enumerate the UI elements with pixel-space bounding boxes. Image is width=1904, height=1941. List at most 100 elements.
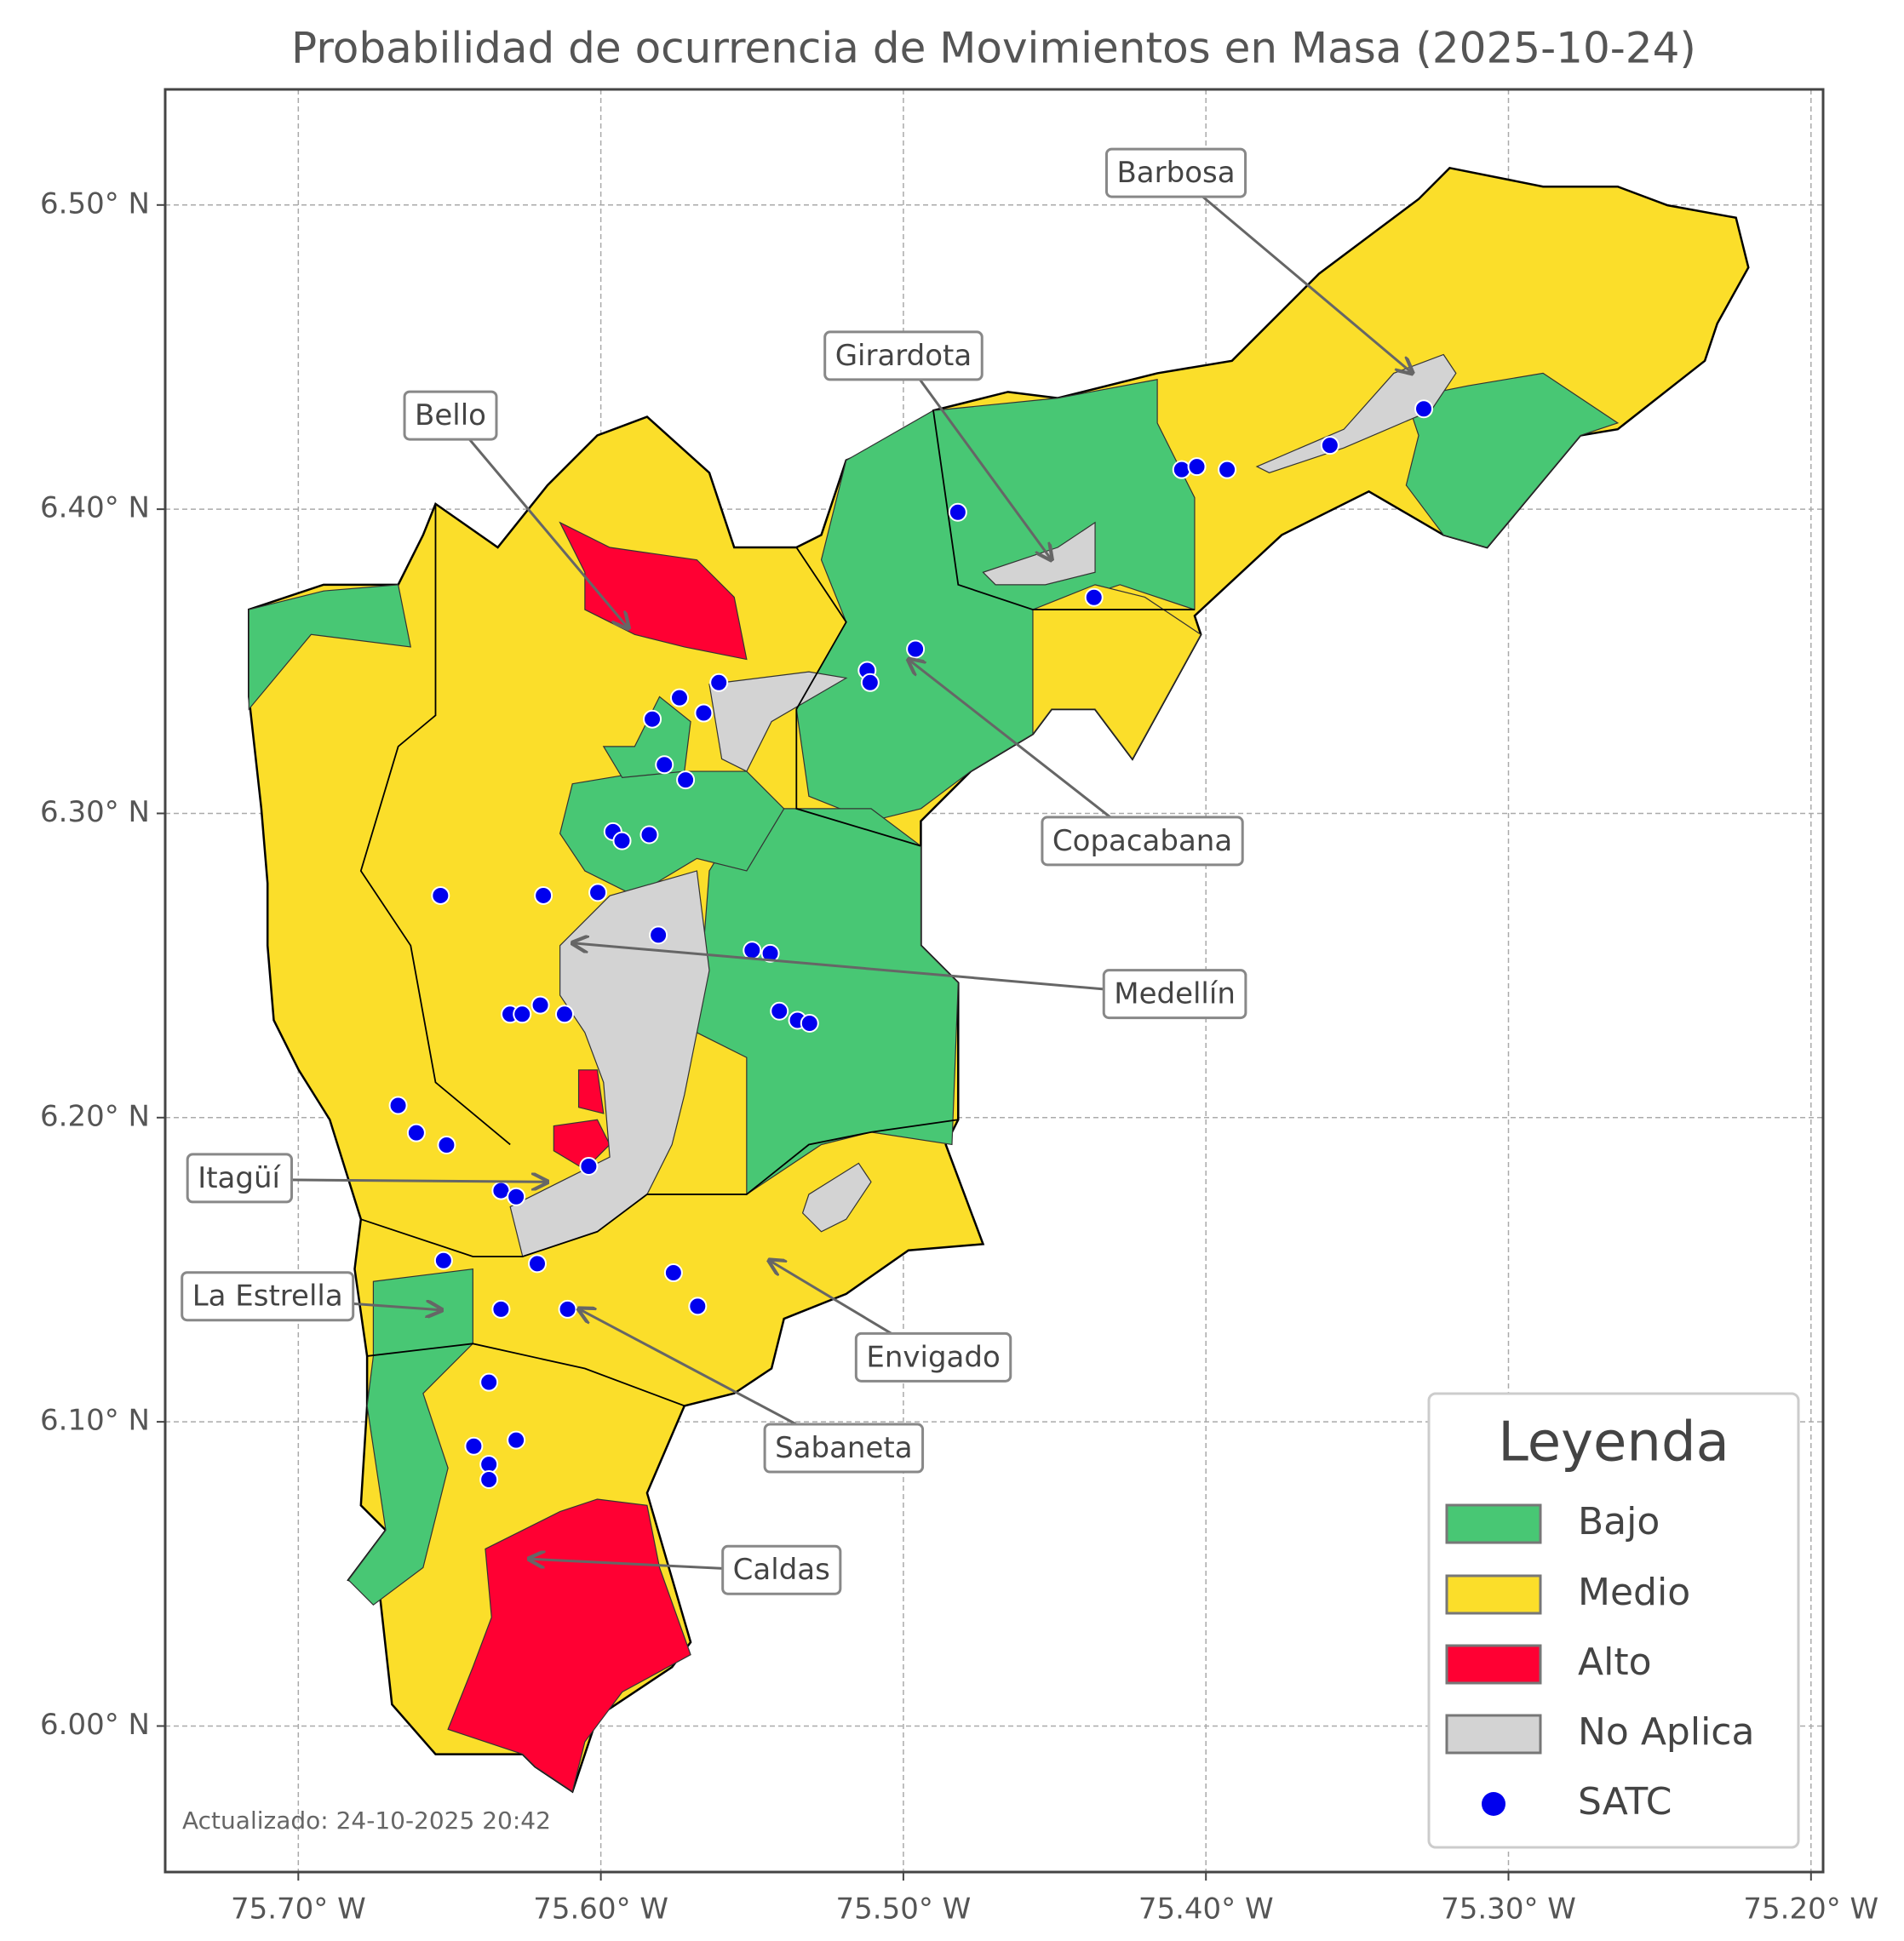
satc-point bbox=[491, 1299, 511, 1319]
satc-points bbox=[388, 399, 1434, 1490]
region bbox=[348, 1269, 473, 1606]
boundary bbox=[361, 1119, 958, 1257]
region bbox=[803, 1163, 871, 1231]
y-tick-label: 6.50° N bbox=[40, 186, 150, 220]
footnote: Actualizado: 24-10-2025 20:42 bbox=[182, 1806, 551, 1835]
annotation-box bbox=[823, 330, 984, 381]
x-tick-label: 75.70° W bbox=[231, 1892, 366, 1927]
satc-point bbox=[406, 1123, 426, 1142]
region bbox=[697, 809, 958, 1194]
annotation-label: Medellín bbox=[1114, 977, 1236, 1011]
x-tick-label: 75.40° W bbox=[1138, 1892, 1274, 1927]
legend-label: Alto bbox=[1578, 1640, 1652, 1684]
legend-label: Bajo bbox=[1578, 1500, 1660, 1543]
annotation-arrow bbox=[902, 356, 1052, 559]
region bbox=[1406, 373, 1617, 547]
y-tick-label: 6.20° N bbox=[40, 1099, 150, 1133]
region bbox=[1257, 354, 1456, 472]
legend-patch bbox=[1445, 1714, 1542, 1755]
satc-point bbox=[507, 1187, 526, 1206]
annotation-box bbox=[181, 1271, 355, 1322]
legend-label: SATC bbox=[1578, 1780, 1672, 1824]
satc-point bbox=[388, 1096, 408, 1115]
region bbox=[1033, 585, 1201, 759]
legend-label: Medio bbox=[1578, 1571, 1690, 1614]
satc-point bbox=[906, 639, 926, 659]
satc-point bbox=[1218, 460, 1237, 479]
annotation-label: Itagüí bbox=[198, 1161, 281, 1195]
x-tick-label: 75.30° W bbox=[1441, 1892, 1576, 1927]
satc-point bbox=[558, 1299, 577, 1319]
satc-point bbox=[860, 673, 880, 692]
axes: 75.70° W 75.60° W 75.50° W 75.40° W 75.30° W… bbox=[40, 186, 1878, 1926]
chart-title: Probabilidad de ocurrencia de Movimiento… bbox=[291, 24, 1696, 73]
annotation-arrow bbox=[449, 415, 628, 628]
satc-point bbox=[479, 1470, 499, 1490]
annotation-label: Envigado bbox=[866, 1340, 1000, 1374]
satc-point bbox=[643, 709, 662, 729]
satc-point bbox=[507, 1430, 526, 1450]
satc-point bbox=[513, 1005, 532, 1024]
satc-point bbox=[639, 825, 659, 845]
satc-point bbox=[676, 770, 696, 790]
annotation-box bbox=[1102, 969, 1247, 1020]
boundary bbox=[367, 1343, 685, 1406]
satc-point bbox=[1187, 457, 1207, 477]
annotation-box bbox=[763, 1423, 925, 1474]
satc-point bbox=[948, 502, 967, 522]
satc-point bbox=[709, 673, 729, 692]
annotation-label: La Estrella bbox=[192, 1280, 343, 1314]
annotation-label: Copacabana bbox=[1052, 824, 1232, 858]
annotations: Barbosa Girardota Bello Copacabana Medellín I… bbox=[181, 147, 1413, 1595]
annotation-box bbox=[1104, 147, 1247, 198]
annotation-box bbox=[403, 390, 498, 441]
annotation-box bbox=[186, 1153, 294, 1204]
satc-point bbox=[649, 925, 668, 945]
annotation-box bbox=[854, 1331, 1012, 1383]
satc-point bbox=[530, 995, 550, 1015]
legend-patch bbox=[1445, 1644, 1542, 1685]
satc-point bbox=[588, 883, 608, 902]
satc-point bbox=[431, 885, 450, 905]
satc-point bbox=[760, 943, 780, 963]
x-tick-label: 75.20° W bbox=[1743, 1892, 1878, 1927]
satc-point bbox=[1414, 399, 1434, 419]
annotation-arrow bbox=[1175, 173, 1413, 374]
satc-point bbox=[663, 1263, 683, 1283]
boundary bbox=[796, 547, 920, 846]
boundary bbox=[933, 410, 1195, 610]
satc-point bbox=[433, 1251, 453, 1270]
y-tick-label: 6.40° N bbox=[40, 491, 150, 525]
satc-point bbox=[479, 1372, 499, 1392]
satc-point bbox=[437, 1135, 456, 1154]
annotation-box bbox=[721, 1544, 842, 1595]
satc-point bbox=[579, 1156, 599, 1176]
region bbox=[560, 523, 747, 660]
satc-point bbox=[554, 1005, 574, 1024]
annotation-arrow bbox=[909, 660, 1144, 844]
legend-patch bbox=[1445, 1503, 1542, 1544]
satc-point bbox=[743, 941, 762, 960]
region bbox=[579, 1070, 604, 1114]
satc-point bbox=[464, 1436, 484, 1456]
x-tick-label: 75.50° W bbox=[836, 1892, 972, 1927]
satc-point bbox=[612, 831, 632, 850]
legend: Leyenda Bajo Medio Alto No Aplica SATC bbox=[1427, 1392, 1800, 1849]
annotation-box bbox=[1041, 816, 1244, 867]
y-tick-label: 6.00° N bbox=[40, 1708, 150, 1742]
legend-title: Leyenda bbox=[1498, 1411, 1729, 1474]
legend-patch bbox=[1445, 1574, 1542, 1615]
boundary bbox=[361, 504, 510, 1145]
satc-point bbox=[669, 688, 689, 707]
satc-point bbox=[655, 755, 674, 775]
satc-point bbox=[528, 1254, 548, 1274]
region bbox=[709, 672, 846, 771]
satc-point bbox=[688, 1297, 708, 1316]
annotation-label: Girardota bbox=[835, 339, 972, 373]
y-tick-label: 6.30° N bbox=[40, 795, 150, 829]
satc-point bbox=[694, 703, 714, 723]
legend-marker bbox=[1482, 1792, 1505, 1816]
region bbox=[560, 771, 784, 896]
region bbox=[249, 585, 410, 709]
